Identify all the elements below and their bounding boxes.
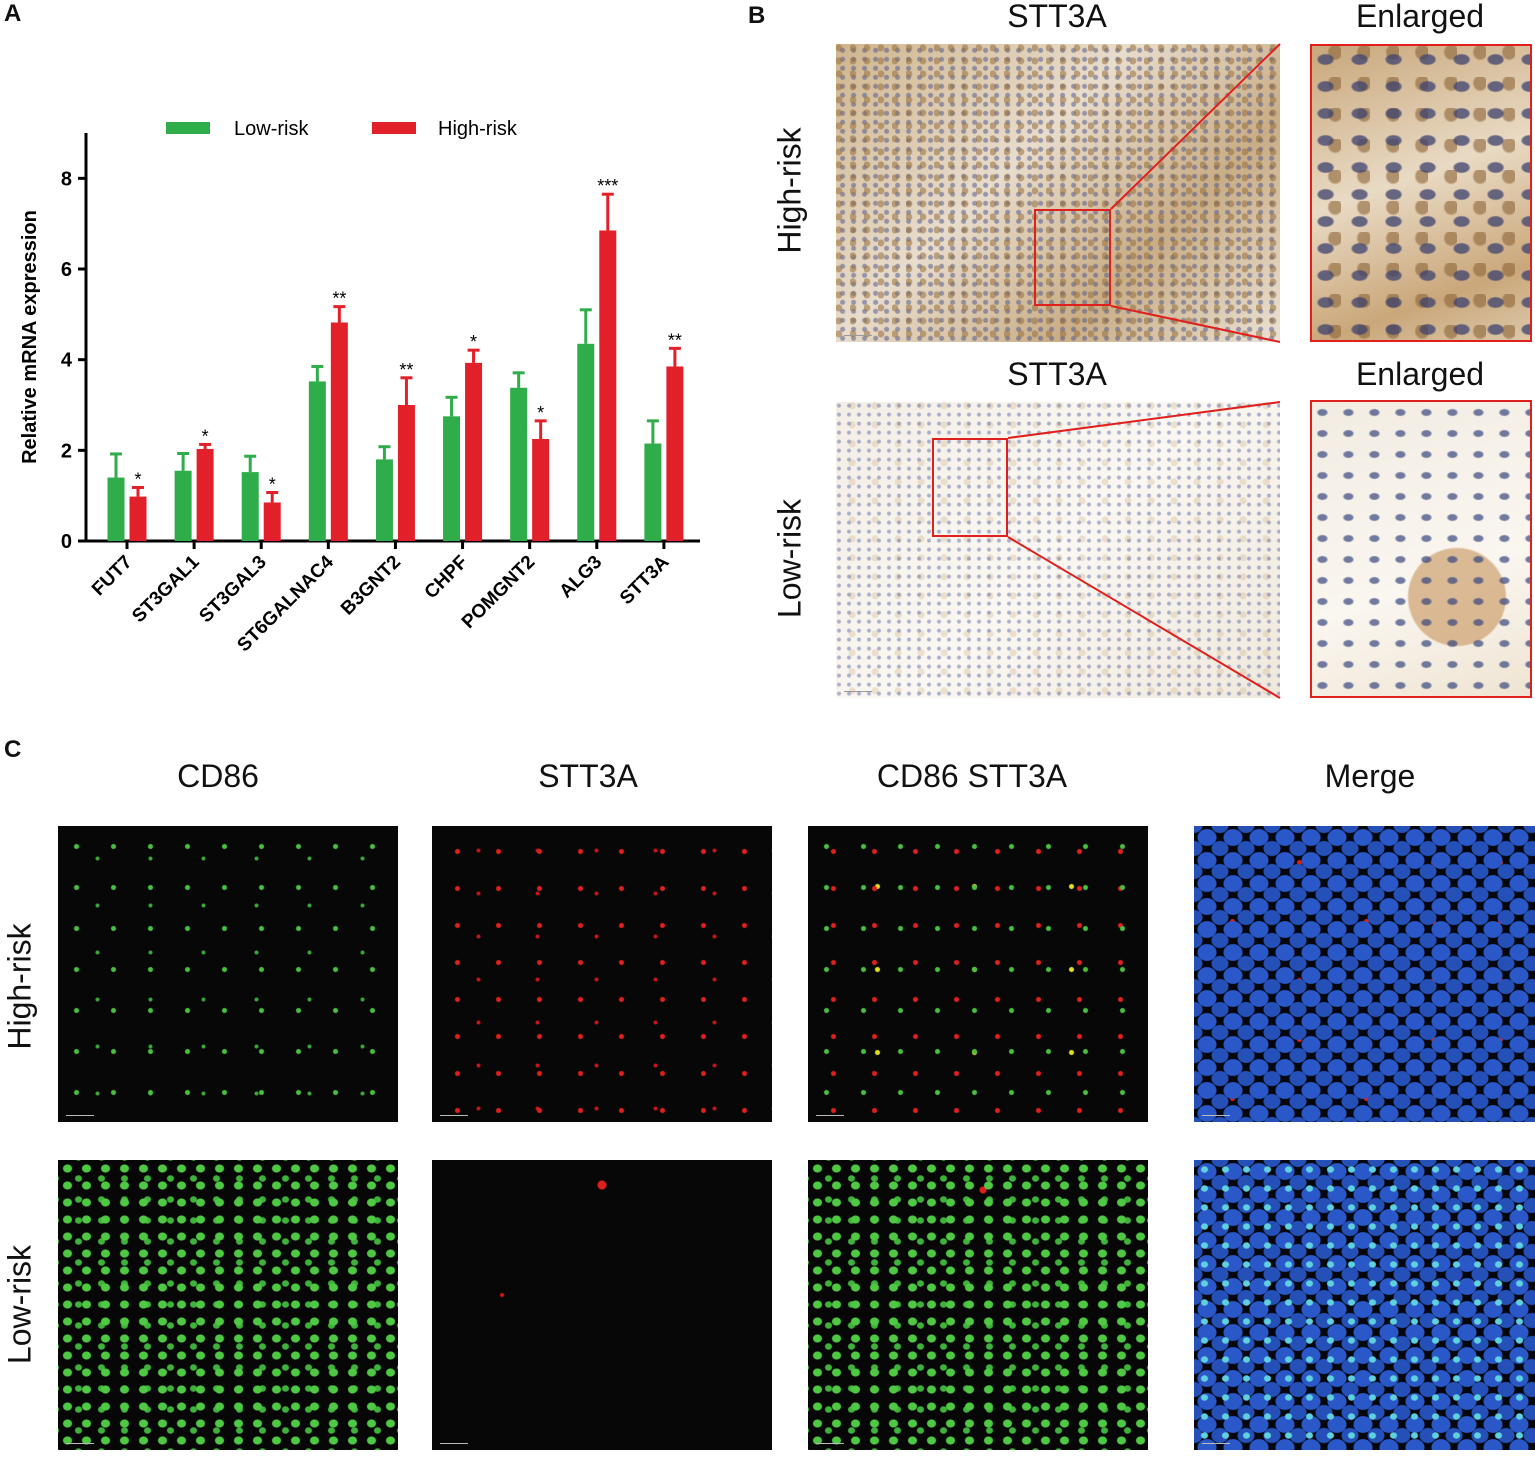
enlarged-image-low <box>1310 400 1532 698</box>
significance-mark: *** <box>597 176 618 196</box>
y-tick-label: 8 <box>61 168 72 190</box>
bar-high-chpf <box>465 362 483 541</box>
c-row-label-high: High-risk <box>1 923 38 1050</box>
x-tick-label: ALG3 <box>556 552 607 603</box>
panel-letter-c: C <box>4 736 22 763</box>
bar-high-st6galnac4 <box>330 322 348 541</box>
x-tick-label: POMGNT2 <box>458 552 539 633</box>
bar-low-stt3a <box>644 443 662 541</box>
if-cd86-low <box>58 1160 398 1450</box>
significance-mark: * <box>134 470 141 490</box>
panel-letter-b: B <box>748 2 766 29</box>
bar-low-b3gnt2 <box>375 459 393 541</box>
y-tick-label: 4 <box>61 350 73 372</box>
significance-mark: * <box>269 474 276 494</box>
bar-low-pomgnt2 <box>510 387 528 541</box>
y-tick-label: 6 <box>61 259 72 281</box>
c-header-cd86-stt3a: CD86 STT3A <box>876 758 1068 794</box>
enlarged-image-high <box>1310 44 1532 342</box>
b-row-label-low: Low-risk <box>771 498 808 619</box>
c-header-merge: Merge <box>1324 758 1416 794</box>
significance-mark: ** <box>332 289 346 309</box>
if-merge-low <box>1194 1160 1535 1450</box>
bar-high-st3gal1 <box>196 448 214 541</box>
b-header-stt3a-bottom: STT3A <box>1007 356 1107 392</box>
y-axis-label: Relative mRNA expression <box>19 210 41 464</box>
zoom-box-high <box>1034 209 1111 306</box>
significance-mark: ** <box>668 330 682 350</box>
bar-low-alg3 <box>577 343 595 541</box>
c-header-stt3a: STT3A <box>538 758 638 794</box>
if-cd86-stt3a-high <box>808 826 1148 1122</box>
bar-high-pomgnt2 <box>532 439 550 541</box>
bar-high-b3gnt2 <box>397 405 415 541</box>
c-header-cd86: CD86 <box>177 758 259 794</box>
significance-mark: * <box>470 332 477 352</box>
x-tick-label: STT3A <box>616 551 674 609</box>
panel-letter-a: A <box>4 0 22 27</box>
legend-label-high: High-risk <box>438 118 518 140</box>
ihc-image-low <box>836 402 1280 698</box>
zoom-box-low <box>932 438 1008 537</box>
bar-high-alg3 <box>599 230 617 541</box>
x-tick-label: FUT7 <box>88 552 136 600</box>
y-tick-label: 2 <box>61 440 72 462</box>
if-cd86-high <box>58 826 398 1122</box>
significance-mark: * <box>537 403 544 423</box>
bar-low-st3gal1 <box>174 470 192 541</box>
bar-high-st3gal3 <box>263 502 281 541</box>
bar-chart: 0 2 4 6 8 Relative mRNA expression * FUT7 * ST3GA… <box>19 118 700 656</box>
y-tick-label: 0 <box>61 531 72 553</box>
if-merge-high <box>1194 826 1535 1122</box>
if-stt3a-high <box>432 826 772 1122</box>
significance-mark: ** <box>399 360 413 380</box>
bar-low-st6galnac4 <box>308 381 326 541</box>
b-row-label-high: High-risk <box>771 127 808 254</box>
x-tick-label: B3GNT2 <box>337 552 405 620</box>
x-tick-label: ST3GAL1 <box>128 551 204 627</box>
bar-low-chpf <box>443 416 461 541</box>
b-header-stt3a-top: STT3A <box>1007 0 1107 34</box>
legend-swatch-low <box>166 122 210 134</box>
c-row-label-low: Low-risk <box>1 1244 38 1365</box>
legend-swatch-high <box>372 122 416 134</box>
bar-low-st3gal3 <box>241 472 259 541</box>
b-header-enlarged-top: Enlarged <box>1355 0 1485 34</box>
bar-low-fut7 <box>107 477 125 541</box>
bar-high-stt3a <box>666 366 684 541</box>
significance-mark: * <box>202 426 209 446</box>
if-cd86-stt3a-low <box>808 1160 1148 1450</box>
legend-label-low: Low-risk <box>234 118 309 140</box>
bar-high-fut7 <box>129 496 147 541</box>
if-stt3a-low <box>432 1160 772 1450</box>
b-header-enlarged-bottom: Enlarged <box>1355 356 1485 392</box>
x-tick-label: CHPF <box>421 552 472 603</box>
